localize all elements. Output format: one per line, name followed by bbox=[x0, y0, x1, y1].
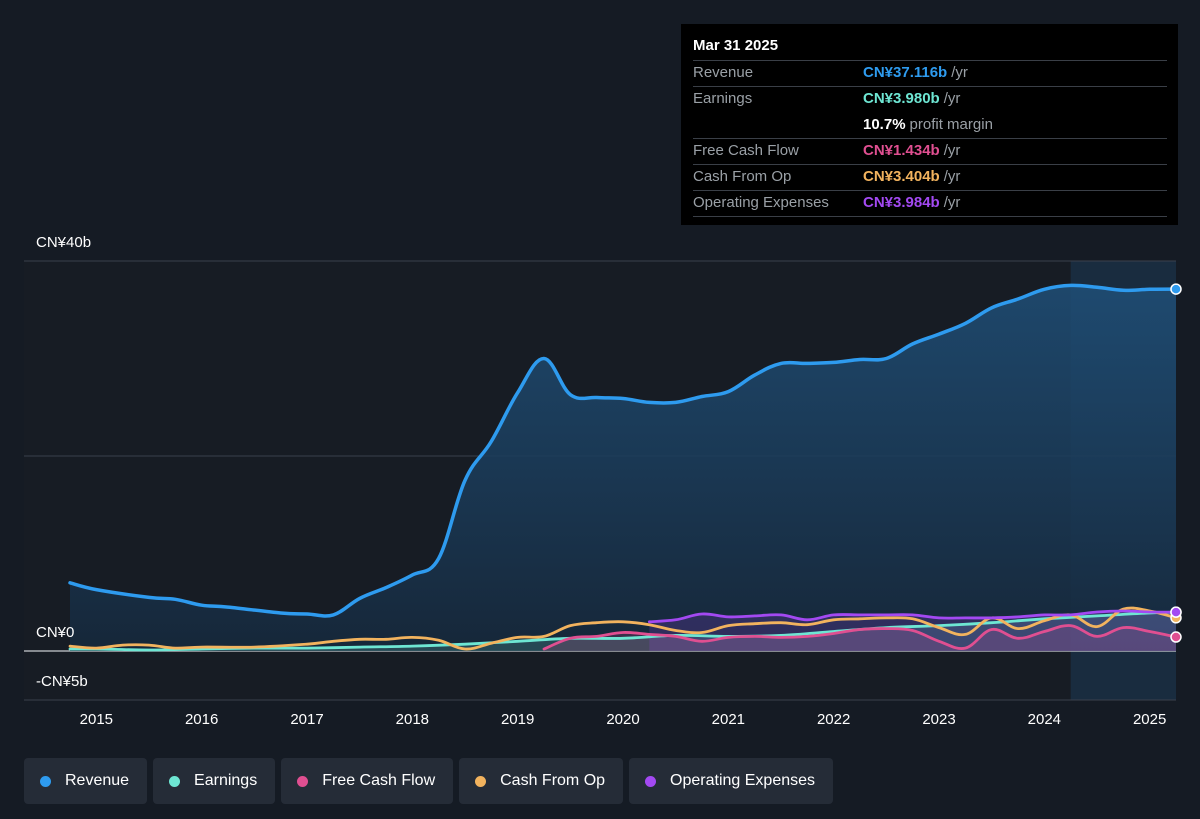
legend-item-operating-expenses[interactable]: Operating Expenses bbox=[629, 758, 834, 804]
legend-dot-icon bbox=[40, 775, 51, 787]
area-revenue bbox=[70, 285, 1176, 651]
tooltip-unit: /yr bbox=[943, 142, 961, 159]
tooltip-row-fcf: Free Cash Flow CN¥1.434b /yr bbox=[693, 138, 1167, 164]
x-tick-label: 2025 bbox=[1133, 711, 1166, 728]
legend-label: Operating Expenses bbox=[670, 772, 816, 789]
line-free-cash-flow bbox=[542, 624, 1178, 651]
tooltip-unit: /yr bbox=[943, 90, 961, 107]
tooltip-row-cfo: Cash From Op CN¥3.404b /yr bbox=[693, 164, 1167, 190]
legend-item-free-cash-flow[interactable]: Free Cash Flow bbox=[281, 758, 454, 804]
tooltip-value: CN¥37.116b bbox=[863, 64, 948, 81]
y-label-top: CN¥40b bbox=[36, 234, 92, 251]
end-point-revenue bbox=[1170, 283, 1182, 295]
y-label-bottom: -CN¥5b bbox=[36, 673, 88, 690]
legend-dot-icon bbox=[645, 775, 657, 787]
x-tick-label: 2020 bbox=[606, 711, 639, 728]
x-tick-label: 2024 bbox=[1028, 711, 1061, 728]
tooltip-label: Free Cash Flow bbox=[693, 142, 799, 159]
legend-label: Revenue bbox=[65, 772, 130, 789]
end-point-operating-expenses bbox=[1170, 606, 1182, 618]
legend-dot-icon bbox=[297, 775, 309, 787]
tooltip-unit: /yr bbox=[943, 168, 961, 185]
legend-dot-icon bbox=[169, 775, 181, 787]
legend-dot-icon bbox=[475, 775, 487, 787]
tooltip-row-earnings: Earnings CN¥3.980b /yr bbox=[693, 86, 1167, 112]
tooltip-label: Operating Expenses bbox=[693, 194, 829, 211]
x-tick-label: 2023 bbox=[922, 711, 955, 728]
tooltip-row-opex: Operating Expenses CN¥3.984b /yr bbox=[693, 190, 1167, 217]
legend-label: Cash From Op bbox=[500, 772, 606, 789]
tooltip-label: Cash From Op bbox=[693, 168, 792, 185]
tooltip-value: 10.7% bbox=[863, 116, 906, 133]
y-label-zero: CN¥0 bbox=[36, 624, 75, 641]
line-cash-from-op bbox=[68, 606, 1178, 651]
x-tick-label: 2017 bbox=[290, 711, 323, 728]
tooltip-unit: profit margin bbox=[909, 116, 993, 133]
line-operating-expenses bbox=[647, 609, 1178, 624]
x-tick-label: 2016 bbox=[185, 711, 218, 728]
x-tick-label: 2018 bbox=[396, 711, 429, 728]
tooltip-value: CN¥3.980b bbox=[863, 90, 940, 107]
legend: Revenue Earnings Free Cash Flow Cash Fro… bbox=[24, 758, 834, 804]
tooltip: Mar 31 2025 Revenue CN¥37.116b /yr Earni… bbox=[681, 24, 1178, 225]
line-revenue bbox=[68, 283, 1178, 618]
legend-item-cash-from-op[interactable]: Cash From Op bbox=[459, 758, 624, 804]
legend-label: Earnings bbox=[194, 772, 258, 789]
legend-item-earnings[interactable]: Earnings bbox=[153, 758, 276, 804]
legend-item-revenue[interactable]: Revenue bbox=[24, 758, 148, 804]
x-tick-label: 2015 bbox=[80, 711, 113, 728]
end-point-free-cash-flow bbox=[1170, 631, 1182, 643]
tooltip-label bbox=[693, 113, 863, 138]
tooltip-row-revenue: Revenue CN¥37.116b /yr bbox=[693, 60, 1167, 86]
tooltip-value: CN¥3.404b bbox=[863, 168, 940, 185]
tooltip-label: Revenue bbox=[693, 64, 754, 81]
tooltip-row-margin: 10.7% profit margin bbox=[693, 112, 1167, 138]
tooltip-label: Earnings bbox=[693, 90, 753, 107]
tooltip-value: CN¥3.984b bbox=[863, 194, 940, 211]
area-earnings bbox=[70, 612, 1176, 651]
area-free-cash-flow bbox=[544, 625, 1176, 651]
x-tick-label: 2021 bbox=[712, 711, 745, 728]
tooltip-value: CN¥1.434b bbox=[863, 142, 940, 159]
tooltip-unit: /yr bbox=[943, 194, 961, 211]
x-tick-label: 2019 bbox=[501, 711, 534, 728]
x-tick-label: 2022 bbox=[817, 711, 850, 728]
tooltip-unit: /yr bbox=[951, 64, 968, 81]
tooltip-date: Mar 31 2025 bbox=[693, 37, 779, 54]
legend-label: Free Cash Flow bbox=[322, 772, 436, 789]
